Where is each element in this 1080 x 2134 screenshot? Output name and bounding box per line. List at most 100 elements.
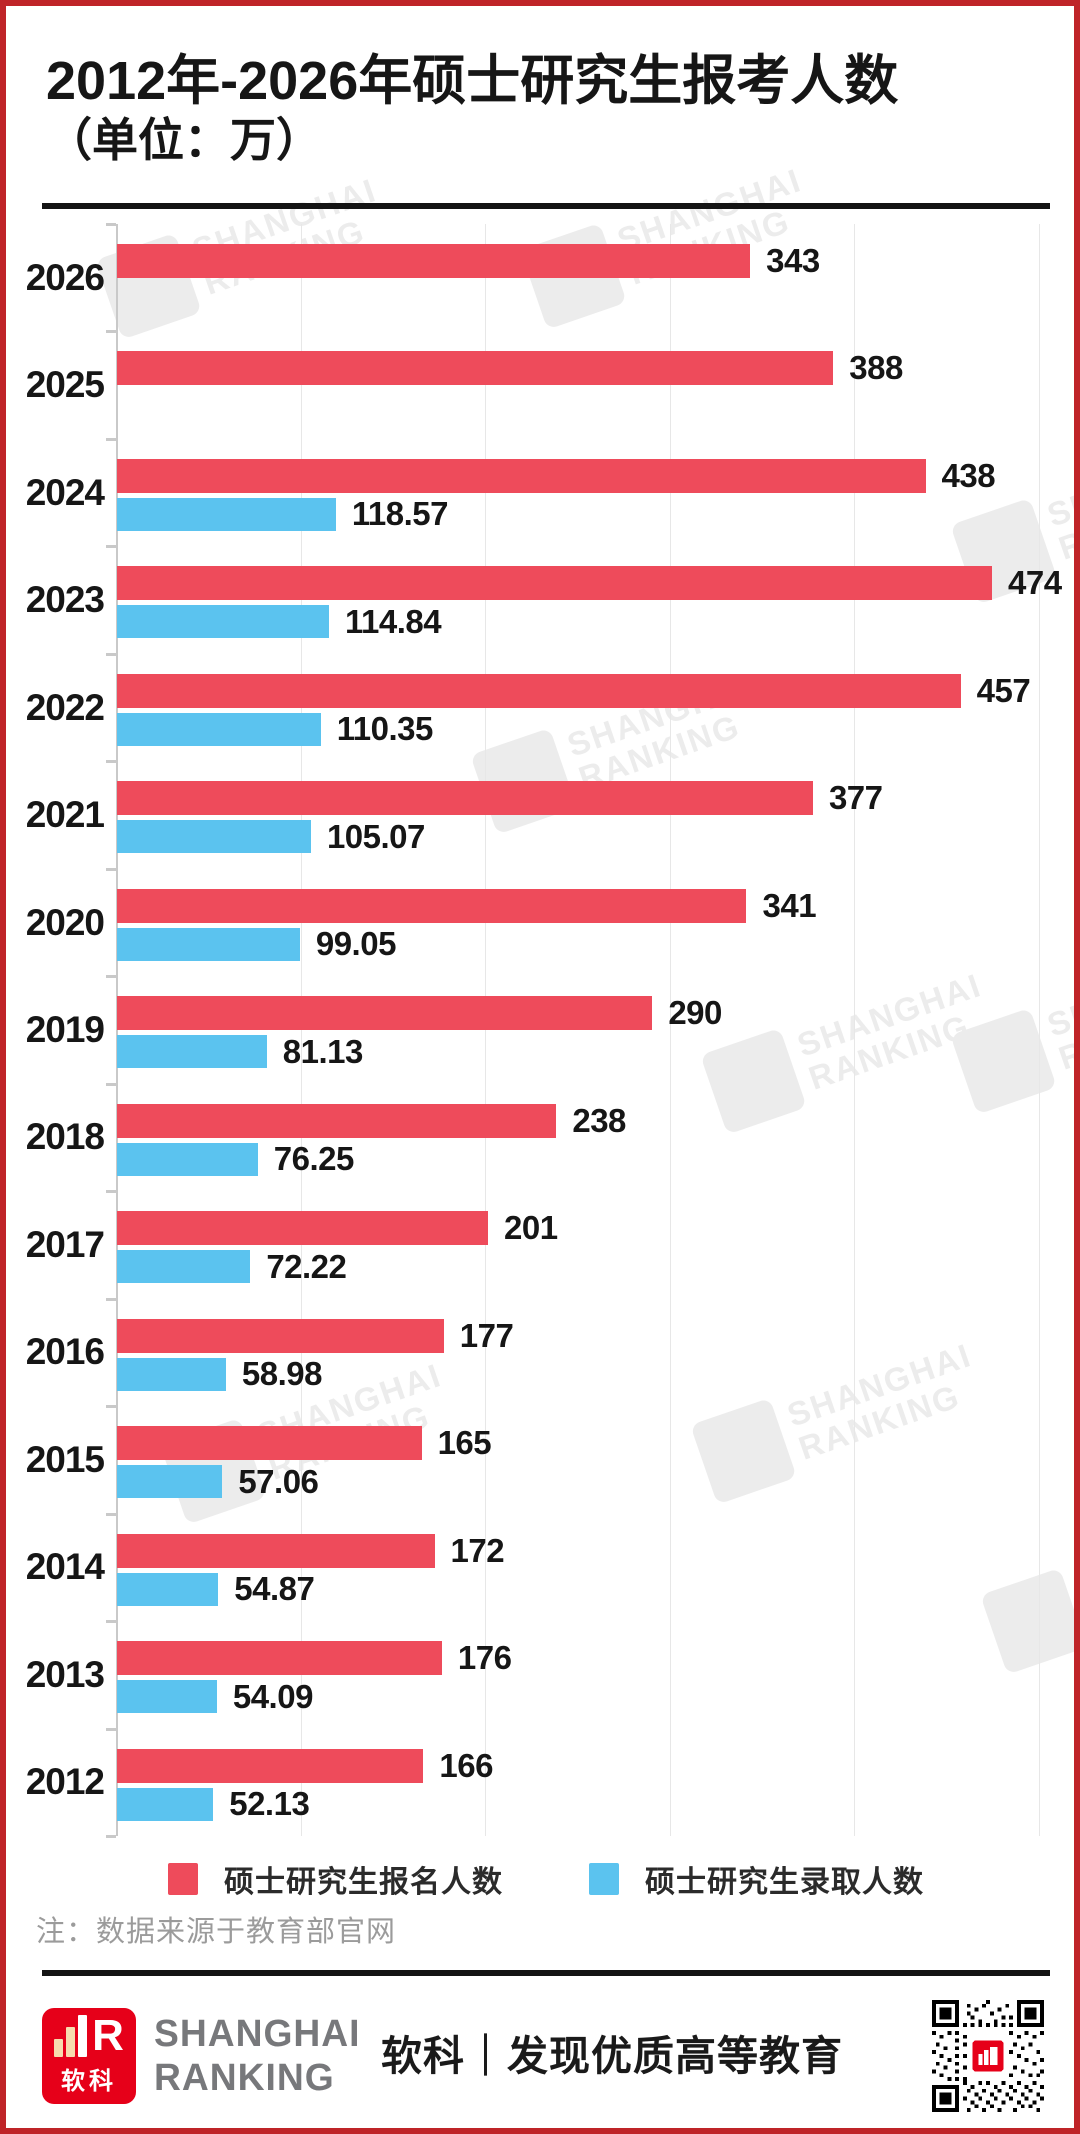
- applicants-bar: [117, 1211, 489, 1246]
- admitted-value: 57.06: [238, 1462, 319, 1500]
- year-label: 2013: [25, 1653, 105, 1695]
- axis-tick: [106, 437, 116, 441]
- brand-line2: RANKING: [154, 2057, 335, 2100]
- applicants-value: 166: [439, 1746, 493, 1784]
- legend-swatch-applicants: [168, 1863, 198, 1895]
- qr-code: [932, 2000, 1044, 2112]
- chart-subtitle-unit: （单位：万）: [46, 114, 322, 166]
- axis-tick: [106, 867, 116, 871]
- admitted-bar: [117, 712, 321, 746]
- applicants-bar: [117, 1426, 422, 1461]
- chart-title: 2012年-2026年硕士研究生报考人数: [46, 51, 899, 111]
- applicants-value: 341: [762, 886, 817, 924]
- applicants-bar: [117, 351, 834, 386]
- axis-tick: [106, 330, 116, 334]
- legend-label-applicants: 硕士研究生报名人数: [224, 1866, 503, 1899]
- admitted-value: 118.57: [351, 495, 449, 533]
- admitted-value: 54.87: [234, 1570, 315, 1608]
- year-label: 2017: [25, 1223, 105, 1265]
- axis-tick: [106, 760, 116, 764]
- axis-tick: [106, 1727, 116, 1731]
- legend-item-applicants: 硕士研究生报名人数: [168, 1857, 503, 1901]
- year-label: 2022: [25, 686, 105, 728]
- year-label: 2021: [25, 794, 105, 836]
- year-label: 2023: [25, 579, 105, 621]
- gridline: [669, 224, 671, 1836]
- admitted-bar: [117, 1142, 258, 1176]
- admitted-bar: [117, 1787, 214, 1821]
- applicants-value: 238: [572, 1101, 626, 1139]
- axis-tick: [106, 652, 116, 656]
- watermark-logo-icon: [690, 1397, 797, 1505]
- admitted-value: 105.07: [326, 817, 425, 855]
- axis-tick: [106, 1405, 116, 1409]
- applicants-value: 457: [976, 671, 1031, 709]
- applicants-bar: [117, 1103, 557, 1138]
- applicants-value: 474: [1008, 564, 1062, 602]
- legend-item-admitted: 硕士研究生录取人数: [589, 1857, 924, 1901]
- shanghairanking-logo: R 软科: [42, 2008, 136, 2104]
- admitted-bar: [117, 927, 300, 961]
- applicants-bar: [117, 673, 961, 708]
- legend-swatch-admitted: [589, 1863, 619, 1895]
- applicants-bar: [117, 888, 747, 923]
- axis-tick: [106, 1082, 116, 1086]
- applicants-value: 165: [437, 1424, 492, 1462]
- axis-tick: [106, 1835, 116, 1838]
- applicants-value: 290: [668, 994, 722, 1032]
- year-label: 2016: [25, 1331, 105, 1373]
- top-divider-rule: [42, 203, 1050, 209]
- applicants-value: 201: [504, 1209, 558, 1247]
- logo-cn-text: 软科: [61, 2068, 117, 2095]
- admitted-value: 76.25: [273, 1140, 355, 1178]
- year-label: 2026: [25, 256, 105, 298]
- admitted-value: 58.98: [241, 1355, 323, 1393]
- applicants-bar: [117, 244, 751, 278]
- watermark-logo-icon: [700, 1027, 807, 1135]
- year-label: 2024: [25, 471, 105, 513]
- year-label: 2020: [25, 901, 105, 943]
- legend-label-admitted: 硕士研究生录取人数: [645, 1866, 924, 1899]
- gridline: [1039, 224, 1040, 1836]
- watermark-logo-icon: [980, 1567, 1074, 1675]
- admitted-value: 54.09: [232, 1677, 314, 1715]
- applicants-value: 388: [849, 349, 903, 387]
- admitted-value: 81.13: [282, 1032, 364, 1070]
- axis-tick: [106, 223, 116, 226]
- applicants-bar: [117, 996, 653, 1031]
- admitted-value: 99.05: [315, 925, 397, 963]
- applicants-value: 177: [459, 1316, 514, 1354]
- year-label: 2018: [25, 1116, 105, 1158]
- applicants-bar: [117, 566, 992, 601]
- year-label: 2019: [25, 1008, 105, 1050]
- applicants-value: 438: [941, 456, 996, 494]
- axis-tick: [106, 1190, 116, 1194]
- admitted-bar: [117, 1680, 217, 1714]
- footer: R 软科 SHANGHAI RANKING 软科｜发现优质高等教育: [6, 1976, 1074, 2128]
- watermark-logo-icon: [950, 1007, 1057, 1115]
- year-label: 2012: [25, 1761, 105, 1803]
- applicants-value: 172: [450, 1531, 505, 1569]
- source-note: 注：数据来源于教育部官网: [36, 1916, 397, 1948]
- applicants-bar: [117, 1533, 435, 1568]
- admitted-value: 110.35: [336, 710, 434, 748]
- applicants-value: 377: [828, 779, 883, 817]
- axis-tick: [106, 975, 116, 979]
- applicants-bar: [117, 1641, 442, 1676]
- axis-tick: [106, 1297, 116, 1301]
- footer-slogan: 软科｜发现优质高等教育: [381, 2033, 843, 2079]
- bottom-divider-rule: [42, 1970, 1050, 1976]
- logo-barchart-r-icon: R: [54, 2008, 124, 2058]
- applicants-bar: [117, 458, 926, 493]
- year-label: 2015: [25, 1438, 105, 1480]
- admitted-bar: [117, 1250, 251, 1284]
- admitted-bar: [117, 605, 329, 639]
